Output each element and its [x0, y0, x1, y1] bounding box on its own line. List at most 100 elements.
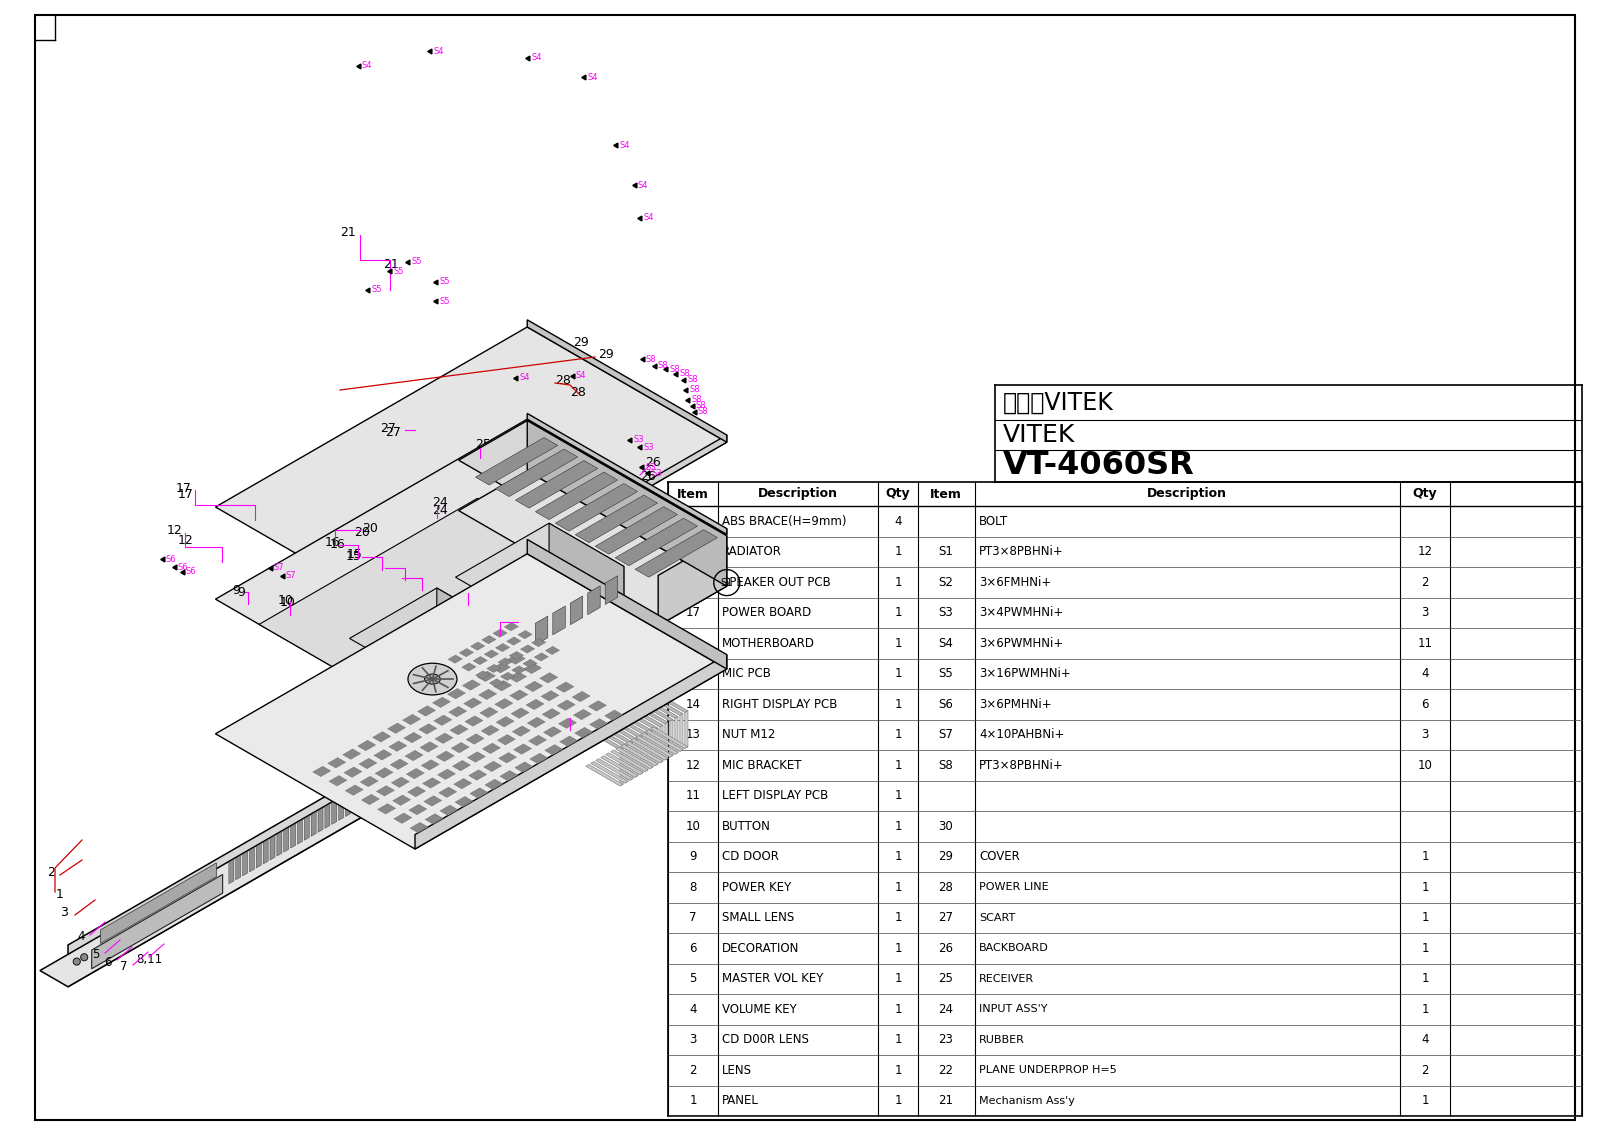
- Text: 7: 7: [120, 960, 128, 974]
- Text: INPUT ASS'Y: INPUT ASS'Y: [979, 1004, 1048, 1014]
- Text: 19: 19: [558, 713, 574, 727]
- Text: 11: 11: [1418, 636, 1432, 650]
- Polygon shape: [507, 637, 522, 645]
- Text: 14: 14: [685, 697, 701, 711]
- Polygon shape: [621, 744, 658, 766]
- Polygon shape: [635, 700, 674, 721]
- Polygon shape: [630, 703, 669, 724]
- Polygon shape: [554, 606, 565, 635]
- Text: Item: Item: [930, 488, 962, 500]
- Text: 19: 19: [685, 546, 701, 558]
- Text: 10: 10: [685, 820, 701, 833]
- Text: MOTHERBOARD: MOTHERBOARD: [722, 636, 814, 650]
- Text: PLANE UNDERPROP H=5: PLANE UNDERPROP H=5: [979, 1065, 1117, 1075]
- Text: 8: 8: [690, 881, 696, 894]
- Text: 27: 27: [381, 421, 395, 435]
- Polygon shape: [475, 438, 558, 484]
- Text: Qty: Qty: [1413, 488, 1437, 500]
- Text: 6: 6: [1421, 697, 1429, 711]
- Polygon shape: [426, 814, 443, 824]
- Polygon shape: [675, 717, 678, 754]
- Polygon shape: [530, 753, 547, 764]
- Text: 1: 1: [894, 820, 902, 833]
- Polygon shape: [259, 498, 634, 714]
- Polygon shape: [478, 689, 496, 700]
- Polygon shape: [560, 736, 578, 746]
- Text: 1: 1: [894, 728, 902, 741]
- Polygon shape: [485, 650, 499, 658]
- Polygon shape: [589, 701, 606, 711]
- Polygon shape: [485, 779, 502, 790]
- Text: 1: 1: [1421, 911, 1429, 924]
- Polygon shape: [432, 697, 451, 708]
- Polygon shape: [525, 681, 542, 692]
- Text: 17: 17: [176, 481, 192, 495]
- Polygon shape: [318, 808, 323, 832]
- Polygon shape: [531, 638, 546, 646]
- Text: 16: 16: [330, 539, 346, 551]
- Text: 13: 13: [387, 569, 403, 583]
- Text: 24: 24: [432, 504, 448, 516]
- Polygon shape: [645, 734, 648, 772]
- Polygon shape: [590, 726, 629, 747]
- Polygon shape: [558, 718, 576, 728]
- Polygon shape: [408, 787, 426, 797]
- Text: 23: 23: [520, 614, 536, 626]
- Polygon shape: [685, 711, 688, 748]
- Text: 6: 6: [104, 955, 112, 969]
- Text: S4: S4: [587, 72, 597, 82]
- Polygon shape: [626, 745, 629, 783]
- Polygon shape: [587, 586, 600, 615]
- Text: POWER KEY: POWER KEY: [722, 881, 792, 894]
- Text: RUBBER: RUBBER: [979, 1035, 1026, 1045]
- Polygon shape: [459, 421, 726, 575]
- Text: RECEIVER: RECEIVER: [979, 974, 1034, 984]
- Polygon shape: [283, 827, 288, 852]
- Text: 1: 1: [1421, 881, 1429, 894]
- Text: S6: S6: [178, 563, 189, 572]
- Polygon shape: [410, 822, 429, 833]
- Polygon shape: [616, 747, 653, 769]
- Text: 2: 2: [1421, 576, 1429, 589]
- Polygon shape: [435, 734, 453, 744]
- Polygon shape: [518, 631, 533, 638]
- Text: 1: 1: [56, 887, 64, 900]
- Text: 2: 2: [690, 1064, 696, 1077]
- Text: 1: 1: [894, 942, 902, 954]
- Polygon shape: [328, 757, 346, 767]
- Polygon shape: [595, 758, 634, 780]
- Polygon shape: [541, 691, 558, 701]
- Text: S4: S4: [518, 374, 530, 383]
- Text: S3: S3: [939, 607, 954, 619]
- Text: 26: 26: [640, 471, 656, 483]
- Text: S8: S8: [658, 361, 669, 370]
- Polygon shape: [630, 743, 634, 780]
- Polygon shape: [360, 777, 378, 787]
- Text: 3: 3: [61, 907, 67, 919]
- Polygon shape: [216, 419, 726, 714]
- Polygon shape: [477, 671, 496, 681]
- Polygon shape: [493, 662, 510, 672]
- Polygon shape: [576, 495, 658, 542]
- Text: S5: S5: [411, 257, 421, 266]
- Polygon shape: [630, 738, 669, 760]
- Text: S5: S5: [394, 266, 403, 275]
- Polygon shape: [542, 709, 560, 719]
- Text: 5: 5: [93, 949, 99, 961]
- Text: 3: 3: [1421, 607, 1429, 619]
- Polygon shape: [595, 722, 634, 744]
- Polygon shape: [414, 741, 430, 780]
- Text: 1: 1: [894, 972, 902, 985]
- Text: 1: 1: [894, 758, 902, 772]
- Polygon shape: [621, 748, 622, 786]
- Text: 3×6PWMHNi+: 3×6PWMHNi+: [979, 636, 1064, 650]
- Polygon shape: [512, 726, 530, 736]
- Text: 29: 29: [598, 349, 614, 361]
- Polygon shape: [464, 697, 482, 709]
- Polygon shape: [658, 535, 726, 626]
- Polygon shape: [534, 653, 549, 661]
- Text: ABS BRACE(H=9mm): ABS BRACE(H=9mm): [722, 515, 846, 528]
- Text: 1: 1: [894, 1003, 902, 1015]
- Polygon shape: [496, 643, 510, 652]
- Polygon shape: [600, 756, 638, 778]
